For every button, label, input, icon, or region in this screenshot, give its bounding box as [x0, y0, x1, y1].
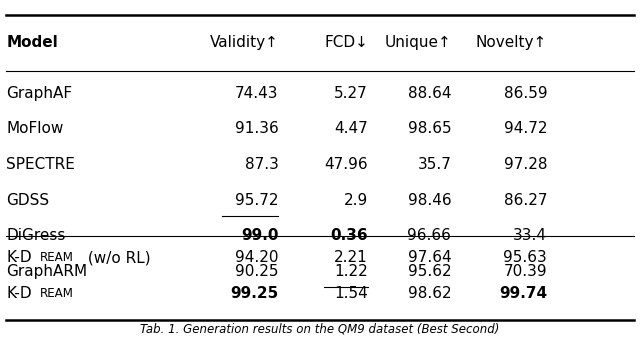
Text: Tab. 1. Generation results on the QM9 dataset (Best Second): Tab. 1. Generation results on the QM9 da…	[140, 323, 500, 336]
Text: REAM: REAM	[40, 287, 74, 300]
Text: (w/o RL): (w/o RL)	[83, 250, 151, 265]
Text: 97.28: 97.28	[504, 157, 547, 172]
Text: K-D: K-D	[6, 286, 32, 301]
Text: Validity↑: Validity↑	[209, 35, 278, 50]
Text: 96.66: 96.66	[407, 228, 451, 243]
Text: FCD↓: FCD↓	[324, 35, 368, 50]
Text: 2.9: 2.9	[344, 193, 368, 207]
Text: 95.63: 95.63	[504, 250, 547, 265]
Text: 88.64: 88.64	[408, 86, 451, 101]
Text: 94.72: 94.72	[504, 121, 547, 136]
Text: 90.25: 90.25	[235, 264, 278, 279]
Text: Model: Model	[6, 35, 58, 50]
Text: DiGress: DiGress	[6, 228, 66, 243]
Text: 33.4: 33.4	[513, 228, 547, 243]
Text: REAM: REAM	[40, 251, 74, 264]
Text: 95.62: 95.62	[408, 264, 451, 279]
Text: 70.39: 70.39	[504, 264, 547, 279]
Text: 98.46: 98.46	[408, 193, 451, 207]
Text: 1.54: 1.54	[334, 286, 368, 301]
Text: 74.43: 74.43	[235, 86, 278, 101]
Text: GraphARM: GraphARM	[6, 264, 88, 279]
Text: 95.72: 95.72	[235, 193, 278, 207]
Text: 97.64: 97.64	[408, 250, 451, 265]
Text: 0.36: 0.36	[330, 228, 368, 243]
Text: 5.27: 5.27	[334, 86, 368, 101]
Text: 86.59: 86.59	[504, 86, 547, 101]
Text: 94.20: 94.20	[235, 250, 278, 265]
Text: 35.7: 35.7	[417, 157, 451, 172]
Text: Novelty↑: Novelty↑	[476, 35, 547, 50]
Text: SPECTRE: SPECTRE	[6, 157, 76, 172]
Text: 99.0: 99.0	[241, 228, 278, 243]
Text: 47.96: 47.96	[324, 157, 368, 172]
Text: 2.21: 2.21	[334, 250, 368, 265]
Text: Unique↑: Unique↑	[385, 35, 451, 50]
Text: 91.36: 91.36	[235, 121, 278, 136]
Text: MoFlow: MoFlow	[6, 121, 64, 136]
Text: 98.65: 98.65	[408, 121, 451, 136]
Text: 86.27: 86.27	[504, 193, 547, 207]
Text: GraphAF: GraphAF	[6, 86, 72, 101]
Text: 98.62: 98.62	[408, 286, 451, 301]
Text: 87.3: 87.3	[244, 157, 278, 172]
Text: 99.25: 99.25	[230, 286, 278, 301]
Text: GDSS: GDSS	[6, 193, 49, 207]
Text: 1.22: 1.22	[334, 264, 368, 279]
Text: 4.47: 4.47	[334, 121, 368, 136]
Text: K-D: K-D	[6, 250, 32, 265]
Text: 99.74: 99.74	[499, 286, 547, 301]
